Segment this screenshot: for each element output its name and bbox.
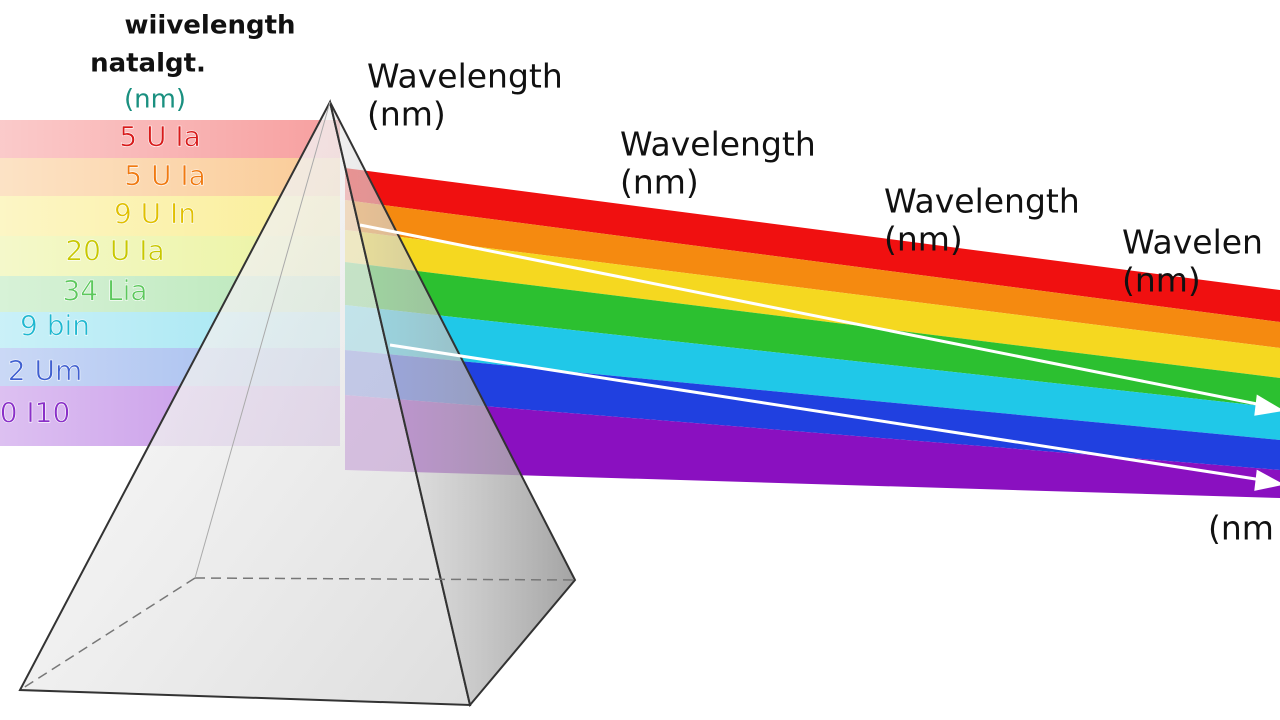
left-item: 5 U Ia — [124, 159, 206, 192]
left-item: 9 U In — [114, 197, 196, 230]
left-title: (nm) — [124, 85, 186, 115]
right-label: Wavelength — [367, 57, 563, 96]
rays — [359, 223, 1280, 491]
right-label: Wavelength — [884, 182, 1080, 221]
right-label: (nm) — [620, 163, 699, 202]
left-item: 2 Um — [8, 354, 82, 387]
bottom-label: (nm — [1208, 509, 1274, 548]
left-item: 34 Lia — [62, 274, 147, 307]
left-title: wiivelength — [124, 11, 295, 41]
prism — [18, 99, 577, 708]
right-label: Wavelength — [620, 125, 816, 164]
right-label: (nm) — [367, 95, 446, 134]
left-item: 0 I10 — [0, 396, 70, 429]
left-title: natalgt. — [90, 49, 206, 79]
left-item: 9 bin — [20, 309, 90, 342]
labels: wiivelength natalgt. (nm) 5 U Ia 5 U Ia 9 U I… — [0, 11, 1274, 548]
left-item: 20 U Ia — [65, 234, 164, 267]
right-label: Wavelen — [1122, 223, 1263, 262]
left-item: 5 U Ia — [119, 120, 201, 153]
right-label: (nm) — [884, 220, 963, 259]
right-label: (nm) — [1122, 261, 1201, 300]
